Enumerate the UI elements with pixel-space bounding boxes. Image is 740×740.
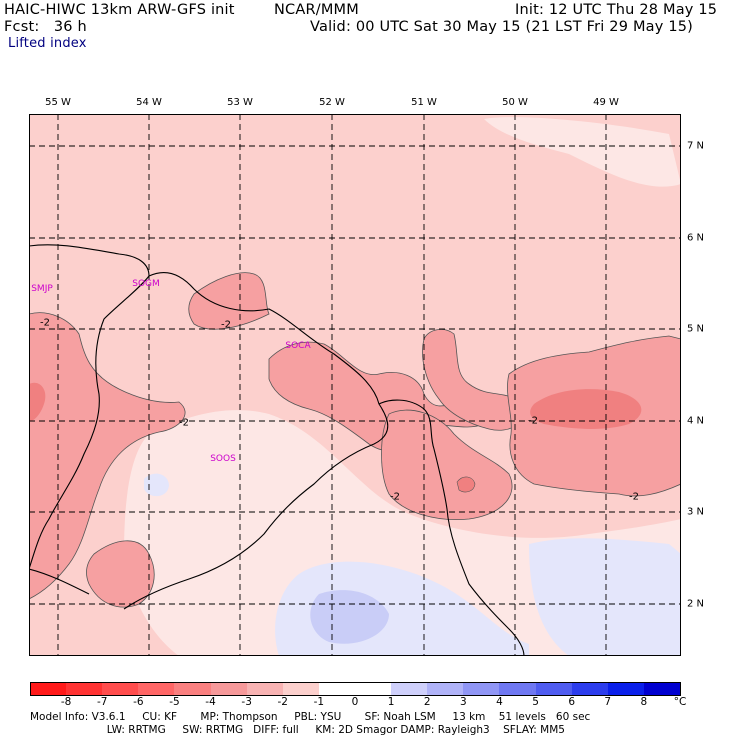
contour-label: -2 [629, 491, 639, 503]
lat-label-6n: 6 N [687, 232, 705, 244]
station-label-sogm: SOGM [132, 279, 160, 289]
lat-label-4n: 4 N [687, 415, 705, 427]
colorbar-swatch [138, 682, 175, 696]
colorbar-tick-label: 8 [640, 696, 648, 708]
colorbar-swatch [210, 682, 248, 696]
colorbar-swatch [246, 682, 284, 696]
colorbar-swatch [571, 682, 609, 696]
weak-instability-northeast [484, 117, 681, 187]
strong-core-southeast [456, 476, 476, 493]
colorbar-swatch [607, 682, 645, 696]
model-info-line2: LW: RRTMG SW: RRTMG DIFF: full KM: 2D Sm… [30, 724, 565, 736]
stable-core-blue [310, 590, 389, 644]
strong-core-east [530, 389, 642, 429]
model-info-line1: Model Info: V3.6.1 CU: KF MP: Thompson P… [30, 711, 591, 723]
colorbar-tick-label: -5 [169, 696, 180, 708]
colorbar-swatch [355, 682, 392, 696]
colorbar-tick-label: 5 [532, 696, 539, 708]
colorbar-tick-label: -3 [241, 696, 252, 708]
lon-label-50w: 50 W [502, 97, 528, 108]
colorbar-tick-label: 0 [351, 696, 359, 708]
contour-label: -2 [390, 491, 400, 503]
contour-label: -2 [221, 319, 231, 331]
colorbar-swatch [174, 682, 212, 696]
colorbar-tick-label: 4 [496, 696, 503, 708]
stable-spot-blue [144, 473, 169, 497]
lon-label-52w: 52 W [319, 97, 345, 108]
colorbar-tick-label: 1 [387, 696, 395, 708]
colorbar-tick-label: -4 [205, 696, 216, 708]
station-label-soos: SOOS [210, 454, 236, 464]
colorbar-tick-label: -2 [277, 696, 289, 708]
init-time: Init: 12 UTC Thu 28 May 15 [515, 2, 718, 18]
colorbar-swatch [282, 682, 320, 696]
lon-label-53w: 53 W [227, 97, 253, 108]
map-border [29, 114, 681, 656]
station-label-soca: SOCA [285, 341, 311, 351]
organization-label: NCAR/MMM [274, 2, 359, 18]
colorbar-swatch [102, 682, 139, 696]
colorbar-tick-label: -1 [313, 696, 325, 708]
field-name: Lifted index [8, 36, 87, 51]
colorbar-swatch [535, 682, 573, 696]
lon-label-54w: 54 W [136, 97, 162, 108]
colorbar-swatch [643, 682, 682, 696]
contour-label: -2 [528, 415, 538, 427]
colorbar-tick-label: 6 [568, 696, 575, 708]
lat-label-7n: 7 N [687, 140, 705, 152]
colorbar-tick-label: -6 [133, 696, 144, 708]
colorbar-swatch [391, 682, 428, 696]
unstable-region-southeast [381, 409, 513, 520]
lon-label-49w: 49 W [593, 97, 619, 108]
lat-label-2n: 2 N [687, 598, 705, 610]
lifted-index-map [29, 114, 681, 656]
contour-label: -2 [40, 317, 50, 329]
unstable-region-north [188, 272, 270, 330]
station-label-smjp: SMJP [31, 284, 53, 294]
unstable-region-west [29, 312, 186, 600]
colorbar-tick-label: 2 [423, 696, 431, 708]
stable-region-east [529, 538, 681, 656]
coastline-west-inlet [29, 568, 90, 595]
model-title: HAIC-HIWC 13km ARW-GFS init [4, 2, 235, 18]
forecast-hour: Fcst: 36 h [4, 19, 87, 35]
colorbar-swatch [499, 682, 537, 696]
contour-label: -2 [179, 417, 189, 429]
colorbar-tick-label: -7 [96, 696, 108, 708]
lon-label-55w: 55 W [45, 97, 71, 108]
lat-label-3n: 3 N [687, 506, 705, 518]
colorbar-swatch [427, 682, 464, 696]
colorbar-tick-label: 3 [459, 696, 467, 708]
colorbar-tick-label: 7 [604, 696, 612, 708]
colorbar-unit: °C [673, 696, 687, 708]
colorbar-tick-label: -8 [60, 696, 72, 708]
coastline-east [123, 272, 389, 610]
graticule [29, 114, 681, 656]
colorbar-swatch [30, 682, 68, 696]
colorbar-swatch [318, 682, 356, 696]
colorbar-swatch [66, 682, 103, 696]
strong-core-west [29, 382, 46, 421]
lat-label-5n: 5 N [687, 323, 705, 335]
coastline [29, 244, 150, 570]
valid-time: Valid: 00 UTC Sat 30 May 15 (21 LST Fri … [310, 19, 694, 35]
colorbar-swatch [463, 682, 500, 696]
lon-label-51w: 51 W [411, 97, 437, 108]
